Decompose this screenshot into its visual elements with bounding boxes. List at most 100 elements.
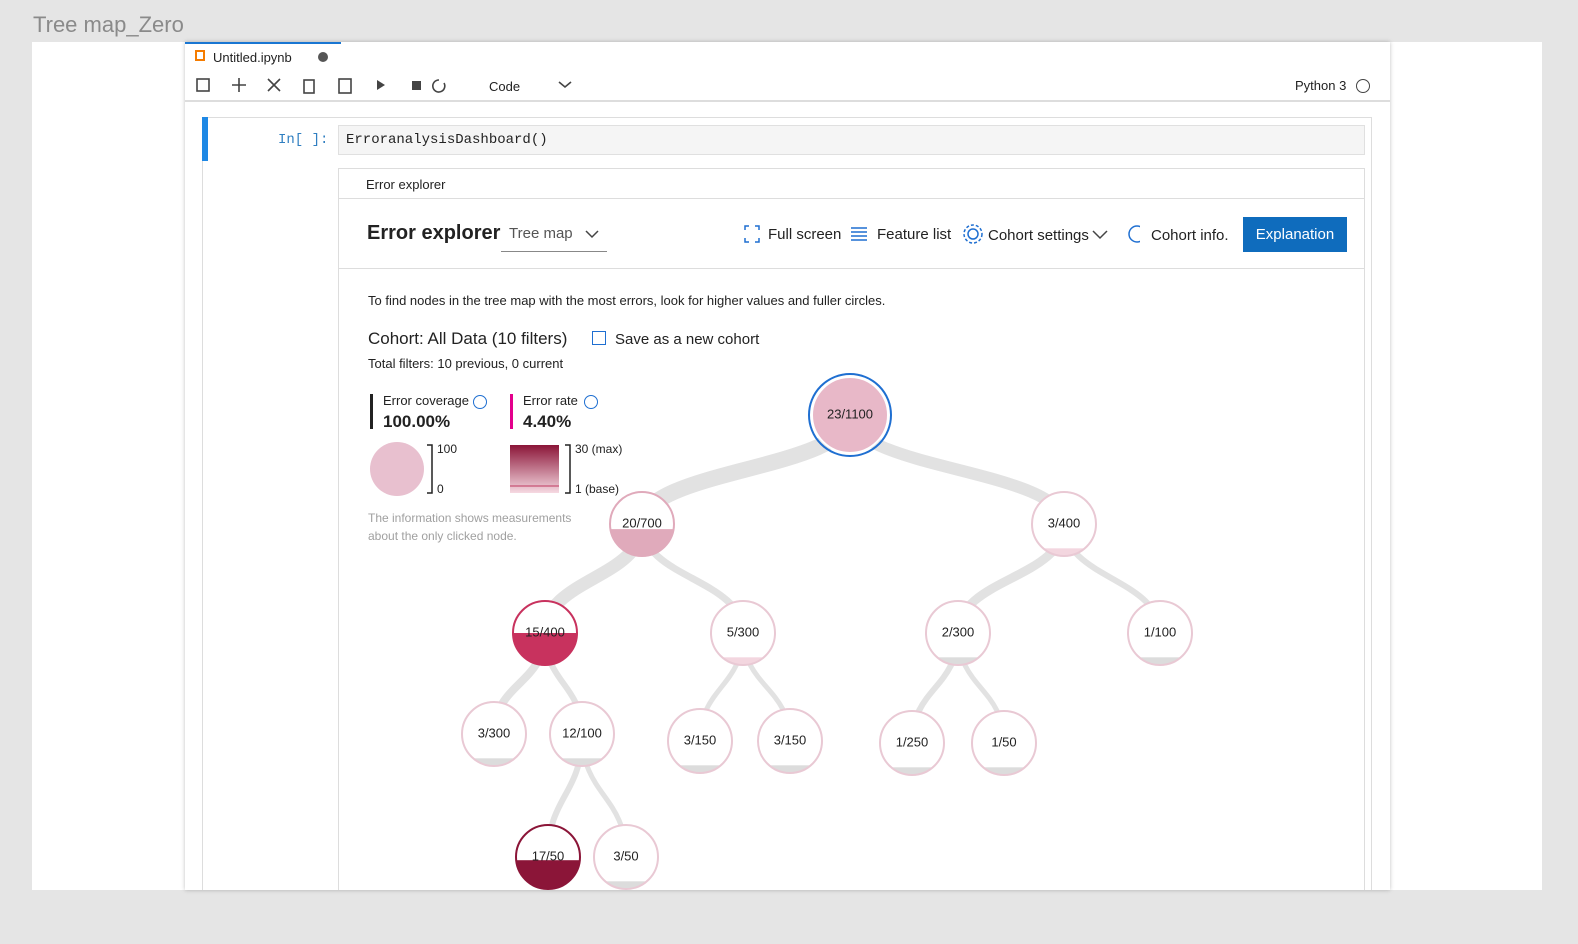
tree-node[interactable]: 12/100 [549,701,615,767]
tree-node[interactable]: 1/50 [971,710,1037,776]
node-border [593,824,659,890]
explanation-button[interactable]: Explanation [1243,217,1347,252]
node-label[interactable]: 15/400 [525,624,565,639]
feature-list[interactable]: Feature list [877,226,952,243]
node-border [512,600,578,666]
cohort-name: Cohort: All Data (10 filters) [368,329,568,348]
node-circle [1032,492,1096,556]
node-label[interactable]: 3/150 [774,732,807,747]
node-fill [550,758,614,766]
node-circle [668,709,732,773]
tree-node[interactable]: 3/150 [667,708,733,774]
node-circle [758,709,822,773]
node-circle [462,702,526,766]
node-label[interactable]: 3/400 [1048,515,1081,530]
node-circle [711,601,775,665]
tree-node[interactable]: 3/50 [593,824,659,890]
code-input[interactable] [338,125,1365,155]
header-divider [338,268,1365,269]
rate-bar [510,394,513,429]
node-label[interactable]: 1/100 [1144,624,1177,639]
node-label[interactable]: 1/50 [991,734,1016,749]
stop-icon[interactable] [412,81,421,90]
tree-node[interactable]: 5/300 [710,600,776,666]
hint: To find nodes in the tree map with the m… [368,293,886,308]
save-icon[interactable] [196,78,210,92]
node-label[interactable]: 2/300 [942,624,975,639]
kernel-status [1356,79,1370,93]
tree-node[interactable]: 1/100 [1127,600,1193,666]
metric-label: Error coverage [383,393,469,408]
full-screen[interactable]: Full screen [768,226,842,243]
metric-value: 100.00% [383,412,451,431]
copy-icon[interactable] [303,79,315,94]
node-label[interactable]: 5/300 [727,624,760,639]
node-fill [668,765,732,773]
node-fill [594,881,658,889]
run-icon[interactable] [377,80,385,90]
tree-node[interactable]: 2/300 [925,600,991,666]
save-cohort[interactable]: Save as a new cohort [615,331,760,348]
dropdown-icon[interactable] [558,81,572,89]
filters: Total filters: 10 previous, 0 current [368,356,564,371]
code-text[interactable]: ErroranalysisDashboard() [346,132,548,148]
paste-icon[interactable] [338,78,352,94]
node-selected-ring [808,373,892,457]
tree-node[interactable]: 3/150 [757,708,823,774]
node-label[interactable]: 17/50 [532,848,565,863]
coverage-max: 100 [437,442,458,456]
tab-indicator [185,42,341,44]
tree-node[interactable]: 3/400 [1031,491,1097,557]
toolbar-icons [196,78,572,94]
widget [338,168,1365,890]
node-circle [550,702,614,766]
node-fill [926,657,990,665]
cell-type[interactable]: Code [489,79,521,94]
node-border [461,701,527,767]
node-fill [812,377,888,453]
node-label[interactable]: 3/150 [684,732,717,747]
node-circle [594,825,658,889]
unsaved-dot [318,52,328,62]
add-icon[interactable] [232,78,246,92]
tree-map: 23/1100 20/700 3/400 15/400 5/300 2/300 1/100 3… [461,373,1193,890]
frame-title: Tree map_Zero [33,12,184,37]
cut-icon[interactable] [267,78,281,92]
kernel-name: Python 3 [1295,78,1347,93]
node-border [609,491,675,557]
view-label[interactable]: Tree map [509,225,573,242]
node-label[interactable]: 3/50 [613,848,638,863]
restart-icon[interactable] [432,79,446,93]
tree-node[interactable]: 1/250 [879,710,945,776]
cell-prompt: In[ ]: [278,132,329,148]
rate-max: 30 (max) [575,442,623,456]
tree-node[interactable]: 23/1100 [808,373,892,457]
node-label[interactable]: 3/300 [478,725,511,740]
tab-icon [195,50,205,61]
cohort-settings[interactable]: Cohort settings [988,227,1089,244]
node-label[interactable]: 20/700 [622,515,662,530]
tree-node[interactable]: 20/700 [609,491,675,557]
node-label[interactable]: 1/250 [896,734,929,749]
metric-label: Error rate [523,393,578,408]
view-dropdown[interactable] [501,224,607,252]
cohort-info[interactable]: Cohort info. [1151,227,1229,244]
metric-value: 4.40% [523,412,572,431]
tab-name[interactable]: Untitled.ipynb [213,50,292,65]
node-fill [880,767,944,775]
note: The information shows measurements about… [368,511,572,543]
tree-node[interactable]: 3/300 [461,701,527,767]
coverage-min: 0 [437,482,444,496]
tree-node[interactable]: 17/50 [515,824,581,890]
tree-node[interactable]: 15/400 [512,600,578,666]
node-border [710,600,776,666]
node-label[interactable]: 23/1100 [827,406,873,421]
node-fill [711,657,775,665]
node-label[interactable]: 12/100 [562,725,602,740]
cell-active-bar [202,117,208,161]
toolbar-divider [185,100,1390,102]
node-border [879,710,945,776]
node-border [1127,600,1193,666]
widget-tab: Error explorer [366,177,446,192]
